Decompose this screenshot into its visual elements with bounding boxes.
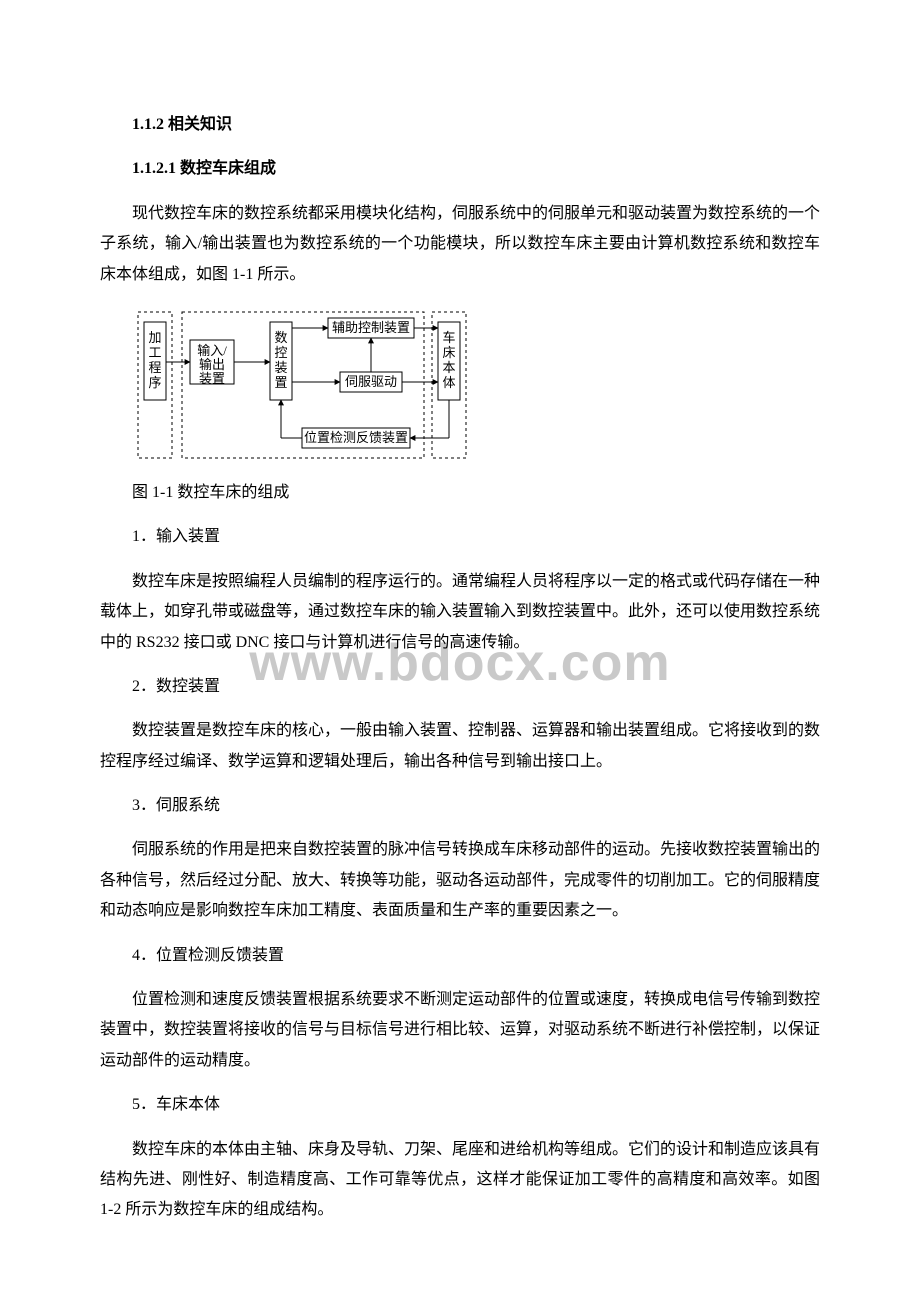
svg-text:数: 数 (274, 330, 287, 345)
svg-text:输入/: 输入/ (197, 343, 227, 358)
svg-text:车: 车 (442, 330, 455, 345)
section-3-body: 伺服系统的作用是把来自数控装置的脉冲信号转换成车床移动部件的运动。先接收数控装置… (100, 835, 820, 926)
section-1-body: 数控车床是按照编程人员编制的程序运行的。通常编程人员将程序以一定的格式或代码存储… (100, 567, 820, 658)
svg-text:体: 体 (442, 375, 455, 390)
svg-text:本: 本 (442, 360, 455, 375)
section-5-body: 数控车床的本体由主轴、床身及导轨、刀架、尾座和进给机构等组成。它们的设计和制造应… (100, 1135, 820, 1226)
svg-text:伺服驱动: 伺服驱动 (345, 374, 397, 389)
svg-text:加: 加 (148, 330, 161, 345)
svg-text:序: 序 (148, 375, 161, 390)
svg-text:工: 工 (148, 345, 161, 360)
section-5-title: 5．车床本体 (100, 1090, 820, 1120)
heading-1-1-2-1: 1.1.2.1 数控车床组成 (100, 154, 820, 184)
figure-1-1-caption: 图 1-1 数控车床的组成 (100, 478, 820, 508)
section-2-title: 2．数控装置 (100, 672, 820, 702)
section-3-title: 3．伺服系统 (100, 791, 820, 821)
figure-1-1-diagram: 加工程序输入/输出装置数控装置辅助控制装置伺服驱动车床本体位置检测反馈装置 (132, 304, 820, 464)
svg-text:控: 控 (274, 345, 287, 360)
svg-text:置: 置 (274, 375, 287, 390)
document-content: 1.1.2 相关知识 1.1.2.1 数控车床组成 现代数控车床的数控系统都采用… (100, 110, 820, 1226)
section-2-body: 数控装置是数控车床的核心，一般由输入装置、控制器、运算器和输出装置组成。它将接收… (100, 716, 820, 777)
svg-text:床: 床 (442, 345, 455, 360)
section-1-title: 1．输入装置 (100, 522, 820, 552)
svg-text:辅助控制装置: 辅助控制装置 (332, 320, 410, 335)
section-4-title: 4．位置检测反馈装置 (100, 941, 820, 971)
svg-text:装: 装 (274, 360, 287, 375)
section-4-body: 位置检测和速度反馈装置根据系统要求不断测定运动部件的位置或速度，转换成电信号传输… (100, 985, 820, 1076)
svg-text:位置检测反馈装置: 位置检测反馈装置 (304, 430, 408, 445)
svg-text:程: 程 (148, 360, 161, 375)
intro-paragraph: 现代数控车床的数控系统都采用模块化结构，伺服系统中的伺服单元和驱动装置为数控系统… (100, 199, 820, 290)
svg-text:输出: 输出 (199, 357, 225, 372)
heading-1-1-2: 1.1.2 相关知识 (100, 110, 820, 140)
svg-text:装置: 装置 (199, 371, 225, 386)
